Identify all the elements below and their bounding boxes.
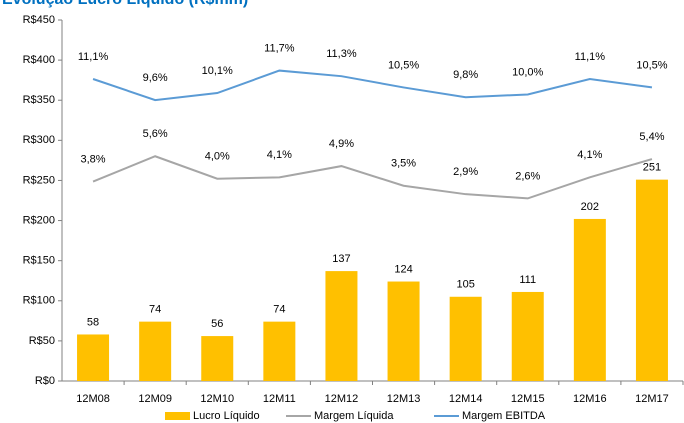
line-label: 9,6% — [143, 72, 168, 84]
bar — [263, 321, 296, 381]
line-label: 4,0% — [205, 151, 230, 163]
line-label: 3,5% — [391, 158, 416, 170]
y-tick-label: R$350 — [23, 94, 55, 106]
bar — [139, 321, 172, 381]
x-tick-label: 12M13 — [387, 393, 421, 405]
line-label: 2,9% — [453, 166, 478, 178]
line-label: 3,8% — [81, 153, 106, 165]
x-tick-label: 12M11 — [263, 393, 296, 405]
y-tick-label: R$300 — [23, 134, 55, 146]
bar-label: 74 — [273, 304, 285, 316]
line-label: 5,6% — [143, 128, 168, 140]
bar-label: 58 — [87, 316, 99, 328]
line-label: 10,1% — [202, 65, 233, 77]
line-label: 4,9% — [329, 138, 354, 150]
x-tick-label: 12M10 — [200, 393, 234, 405]
y-tick-label: R$400 — [23, 54, 55, 66]
x-tick-label: 12M17 — [635, 393, 669, 405]
bar — [77, 334, 110, 381]
x-tick-label: 12M09 — [138, 393, 172, 405]
bar — [387, 281, 420, 381]
legend-label: Lucro Líquido — [193, 410, 260, 422]
bar-label: 105 — [456, 279, 474, 291]
x-tick-label: 12M14 — [449, 393, 483, 405]
bar — [511, 291, 544, 381]
x-tick-label: 12M15 — [511, 393, 545, 405]
y-tick-label: R$100 — [23, 295, 55, 307]
bar — [325, 271, 358, 381]
line-label: 11,7% — [264, 42, 295, 54]
bar-label: 251 — [643, 162, 661, 174]
line-label: 10,5% — [388, 59, 419, 71]
bar-label: 56 — [211, 318, 223, 330]
line-label: 11,1% — [78, 51, 109, 63]
line-label: 4,1% — [577, 149, 602, 161]
bar-label: 74 — [149, 304, 161, 316]
bar-label: 124 — [394, 263, 412, 275]
line-label: 9,8% — [453, 69, 478, 81]
line — [92, 155, 653, 200]
line-label: 4,1% — [267, 149, 292, 161]
line-label: 5,4% — [639, 131, 664, 143]
y-tick-label: R$250 — [23, 174, 55, 186]
y-tick-label: R$450 — [23, 14, 55, 26]
y-tick-label: R$50 — [29, 335, 55, 347]
x-tick-label: 12M08 — [76, 393, 110, 405]
line — [92, 69, 653, 102]
bar-label: 202 — [581, 201, 599, 213]
line-label: 10,5% — [636, 59, 667, 71]
line-label: 10,0% — [512, 66, 543, 78]
bar — [573, 218, 606, 381]
bar — [201, 336, 234, 381]
chart-title: Evolução Lucro Líquido (R$mm) — [2, 0, 248, 8]
x-tick-label: 12M16 — [573, 393, 607, 405]
line-label: 11,1% — [575, 51, 606, 63]
bar-label: 111 — [519, 274, 536, 286]
x-tick-label: 12M12 — [325, 393, 359, 405]
bar-label: 137 — [332, 253, 350, 265]
y-tick-label: R$200 — [23, 214, 55, 226]
y-tick-label: R$0 — [35, 375, 55, 387]
legend-label: Margem EBITDA — [462, 410, 546, 422]
legend-swatch — [165, 412, 190, 420]
y-tick-label: R$150 — [23, 255, 55, 267]
bar — [449, 296, 482, 381]
line-label: 11,3% — [326, 48, 357, 60]
legend-label: Margem Líquida — [314, 410, 394, 422]
line-label: 2,6% — [515, 170, 540, 182]
bar — [635, 179, 668, 381]
